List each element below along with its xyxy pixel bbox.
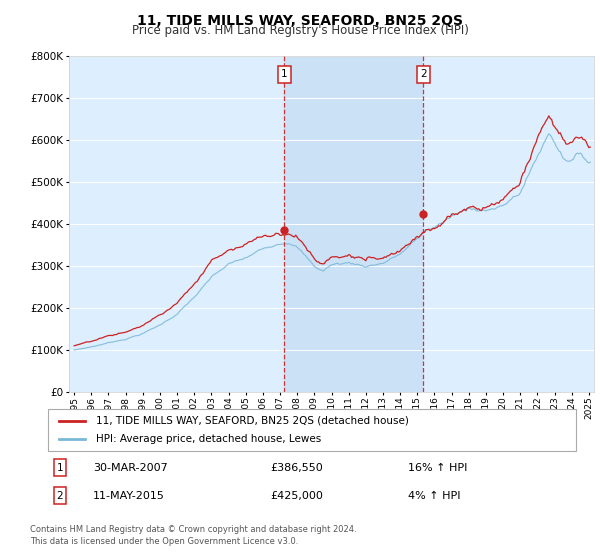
Text: 1: 1 [56, 463, 64, 473]
Text: Contains HM Land Registry data © Crown copyright and database right 2024.
This d: Contains HM Land Registry data © Crown c… [30, 525, 356, 546]
Text: 11, TIDE MILLS WAY, SEAFORD, BN25 2QS: 11, TIDE MILLS WAY, SEAFORD, BN25 2QS [137, 14, 463, 28]
Text: HPI: Average price, detached house, Lewes: HPI: Average price, detached house, Lewe… [95, 434, 321, 444]
Text: 11-MAY-2015: 11-MAY-2015 [93, 491, 165, 501]
Text: 1: 1 [281, 69, 287, 80]
FancyBboxPatch shape [48, 409, 576, 451]
Text: £425,000: £425,000 [270, 491, 323, 501]
Text: 11, TIDE MILLS WAY, SEAFORD, BN25 2QS (detached house): 11, TIDE MILLS WAY, SEAFORD, BN25 2QS (d… [95, 416, 409, 426]
Text: 16% ↑ HPI: 16% ↑ HPI [408, 463, 467, 473]
Text: 4% ↑ HPI: 4% ↑ HPI [408, 491, 461, 501]
Text: 2: 2 [420, 69, 427, 80]
Text: £386,550: £386,550 [270, 463, 323, 473]
Text: Price paid vs. HM Land Registry's House Price Index (HPI): Price paid vs. HM Land Registry's House … [131, 24, 469, 37]
Text: 30-MAR-2007: 30-MAR-2007 [93, 463, 168, 473]
Bar [284, 56, 424, 392]
Text: 2: 2 [56, 491, 64, 501]
